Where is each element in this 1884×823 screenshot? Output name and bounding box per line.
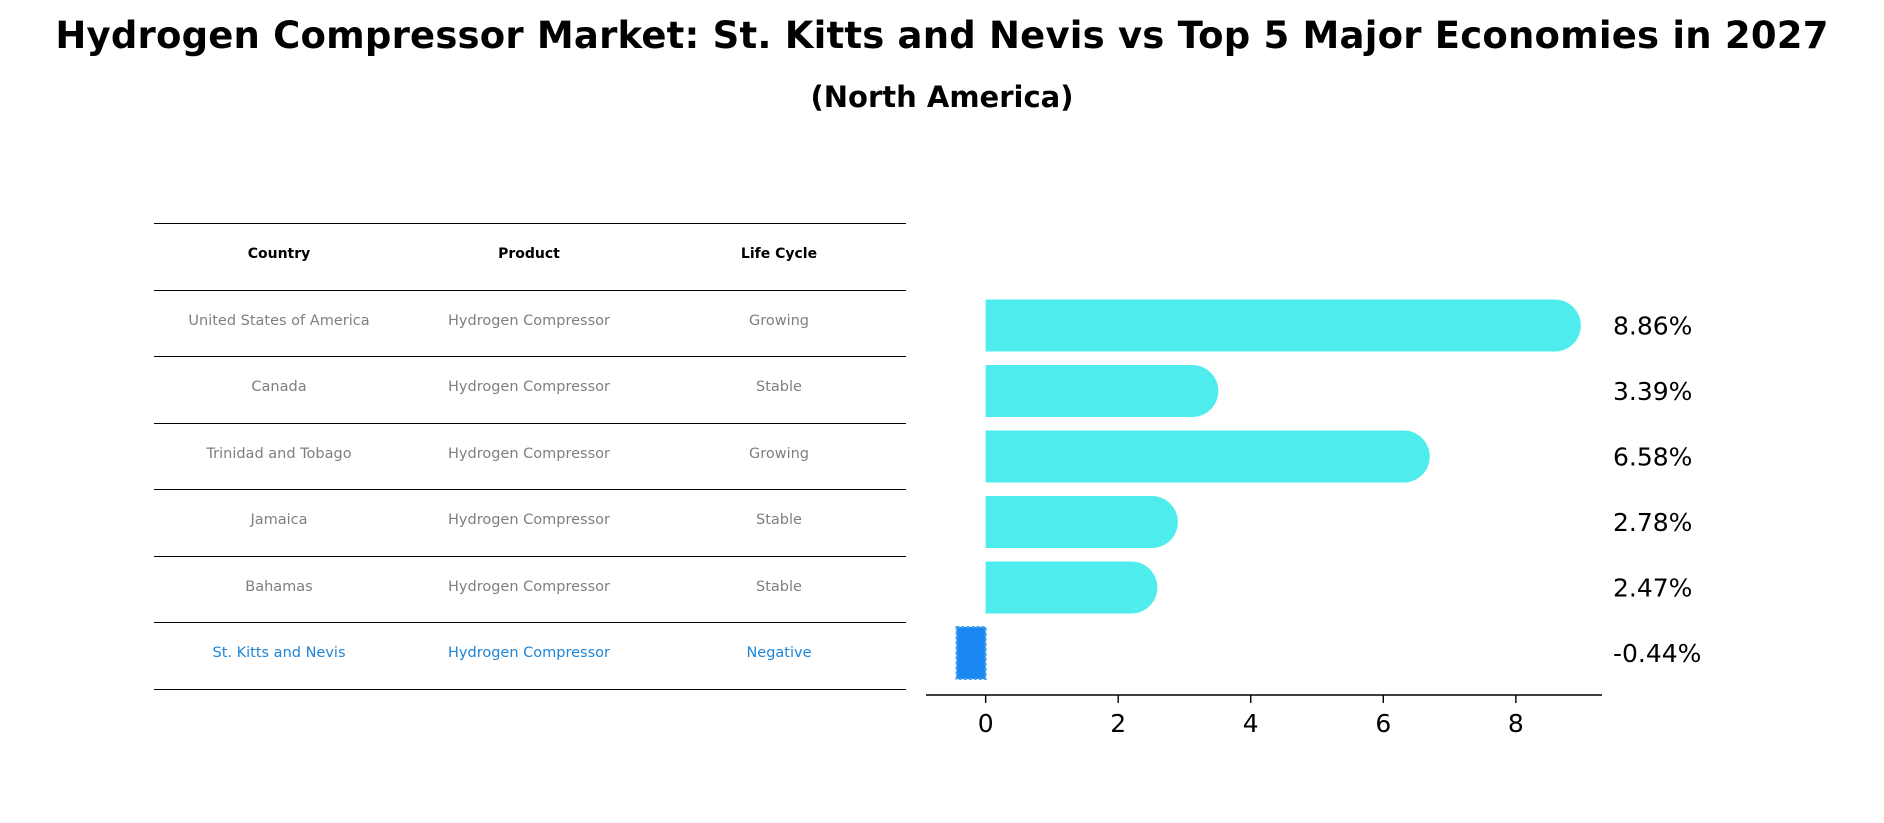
data-label: 2.47% [1613,574,1692,603]
x-tick-label: 6 [1375,709,1391,738]
table-header-cell: Life Cycle [740,246,818,263]
x-tick-label: 2 [1110,709,1126,738]
table-cell: United States of America [188,312,370,329]
table-cell: Hydrogen Compressor [448,312,610,329]
bar [985,365,1219,417]
table-rule [154,489,906,490]
table-cell: Bahamas [245,578,313,595]
bar [955,626,987,680]
table-cell: Hydrogen Compressor [448,645,610,662]
table-cell: Growing [748,445,810,462]
table-cell: Canada [251,379,307,396]
table-cell: Jamaica [250,512,308,529]
table-cell: Growing [748,312,810,329]
data-label: 6.58% [1613,443,1692,472]
table-rule [154,289,906,291]
data-label: 8.86% [1613,312,1692,341]
bar [985,430,1430,483]
table-rule [154,356,906,357]
x-tick-label: 4 [1243,709,1259,738]
table-cell: Stable [756,512,802,529]
table-header-cell: Country [247,246,311,263]
bar-chart: 8.86% 3.39% 6.58% 2.78% 2.47% -0.44% 0 2 4 6 8 [926,299,1701,738]
table-cell: St. Kitts and Nevis [212,645,346,662]
table-rule [154,422,906,424]
x-tick-label: 8 [1508,709,1524,738]
table-cell: Hydrogen Compressor [448,512,610,529]
table-cell: Trinidad and Tobago [206,445,352,462]
chart-title: Hydrogen Compressor Market: St. Kitts an… [55,14,1829,57]
bar [985,561,1158,614]
table-cell: Hydrogen Compressor [448,578,610,595]
table-cell: Stable [756,379,802,396]
table-cell: Hydrogen Compressor [448,379,610,396]
data-label: 2.78% [1613,508,1692,537]
x-tick-label: 0 [978,709,994,738]
data-label: -0.44% [1613,639,1701,668]
chart-subtitle: (North America) [810,80,1074,114]
table-rule [154,555,906,557]
table-cell: Negative [746,645,812,662]
bar [985,496,1178,548]
table-rule [154,223,906,224]
table-cell: Stable [756,578,802,595]
table-rule [154,622,906,623]
data-label: 3.39% [1613,377,1692,406]
table-cell: Hydrogen Compressor [448,445,610,462]
table-rule [154,688,906,690]
table-header-cell: Product [498,246,560,263]
bar [985,299,1581,352]
